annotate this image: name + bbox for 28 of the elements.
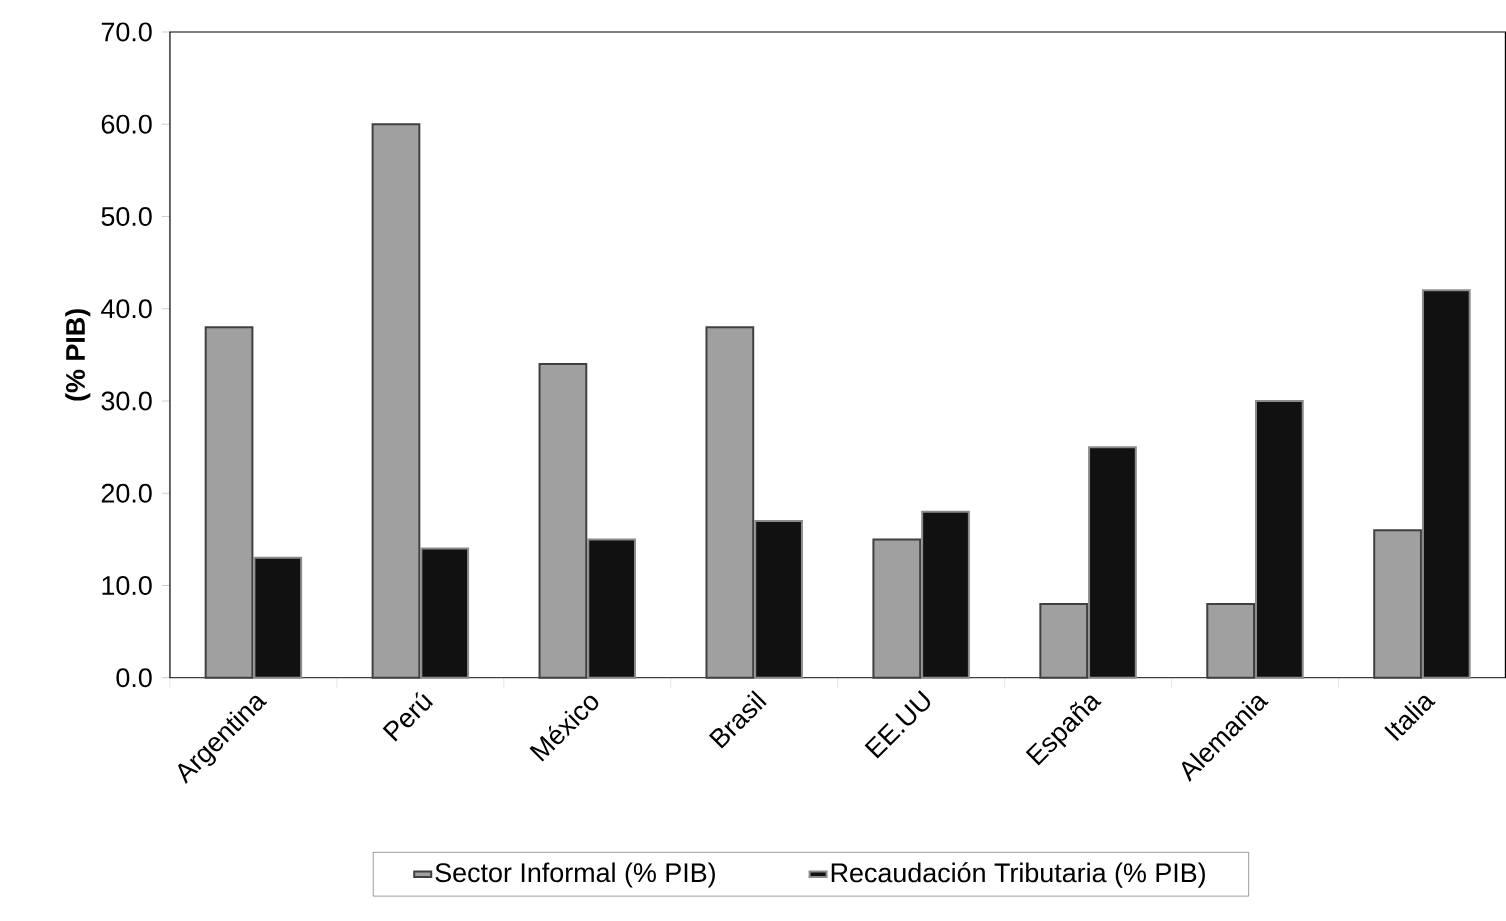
bar	[872, 538, 922, 679]
y-tick-label: 50.0	[101, 207, 152, 227]
legend-label: Recaudación Tributaria (% PIB)	[831, 862, 1205, 888]
bar	[705, 326, 755, 679]
y-tick-label: 20.0	[101, 483, 152, 503]
bar	[587, 538, 637, 679]
bar	[1255, 400, 1304, 679]
bar	[253, 556, 303, 679]
y-tick-label: 10.0	[102, 576, 152, 596]
bar	[1421, 289, 1471, 679]
y-tick-label: 70.0	[101, 22, 152, 42]
bar	[1373, 529, 1422, 679]
bar	[1088, 446, 1137, 679]
y-axis-title: (% PIB)	[65, 309, 91, 401]
y-tick-label: 30.0	[101, 391, 152, 411]
bar	[204, 326, 254, 679]
y-tick-label: 40.0	[101, 299, 152, 319]
bar	[754, 520, 803, 679]
bar	[371, 123, 421, 679]
legend-label: Sector Informal (% PIB)	[435, 862, 715, 888]
y-tick-label: 60.0	[101, 114, 152, 134]
x-tick-label: Italia	[1384, 695, 1436, 742]
bar	[420, 547, 470, 679]
bar	[538, 363, 588, 679]
bar	[1206, 603, 1256, 679]
bar	[1039, 603, 1089, 679]
bar	[921, 510, 970, 679]
y-tick-label: 0.0	[116, 668, 152, 688]
